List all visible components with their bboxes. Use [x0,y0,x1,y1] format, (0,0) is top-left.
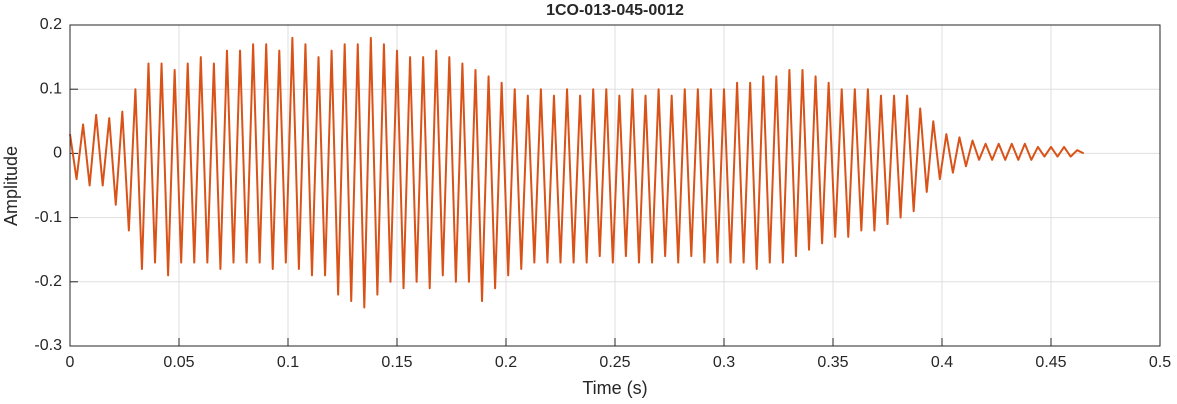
y-tick-label: -0.3 [34,337,62,354]
y-tick-label: 0.1 [40,80,62,97]
x-tick-label: 0.05 [163,354,194,371]
y-tick-label: -0.2 [34,273,62,290]
x-tick-label: 0.35 [817,354,848,371]
x-axis-label: Time (s) [582,378,647,398]
waveform-line [69,36,1085,309]
x-tick-label: 0.2 [495,354,517,371]
y-tick-label: 0 [53,145,62,162]
x-tick-label: 0.45 [1035,354,1066,371]
y-tick-label: 0.2 [40,16,62,33]
x-tick-label: 0.1 [277,354,299,371]
chart-title: 1CO-013-045-0012 [546,2,684,19]
y-tick-label: -0.1 [34,209,62,226]
x-tick-label: 0.5 [1149,354,1171,371]
x-tick-label: 0.15 [381,354,412,371]
x-tick-label: 0 [66,354,75,371]
plot-frame [69,24,1161,347]
y-axis-label: Amplitude [1,146,21,226]
x-tick-label: 0.4 [931,354,953,371]
x-tick-label: 0.3 [713,354,735,371]
x-tick-label: 0.25 [599,354,630,371]
